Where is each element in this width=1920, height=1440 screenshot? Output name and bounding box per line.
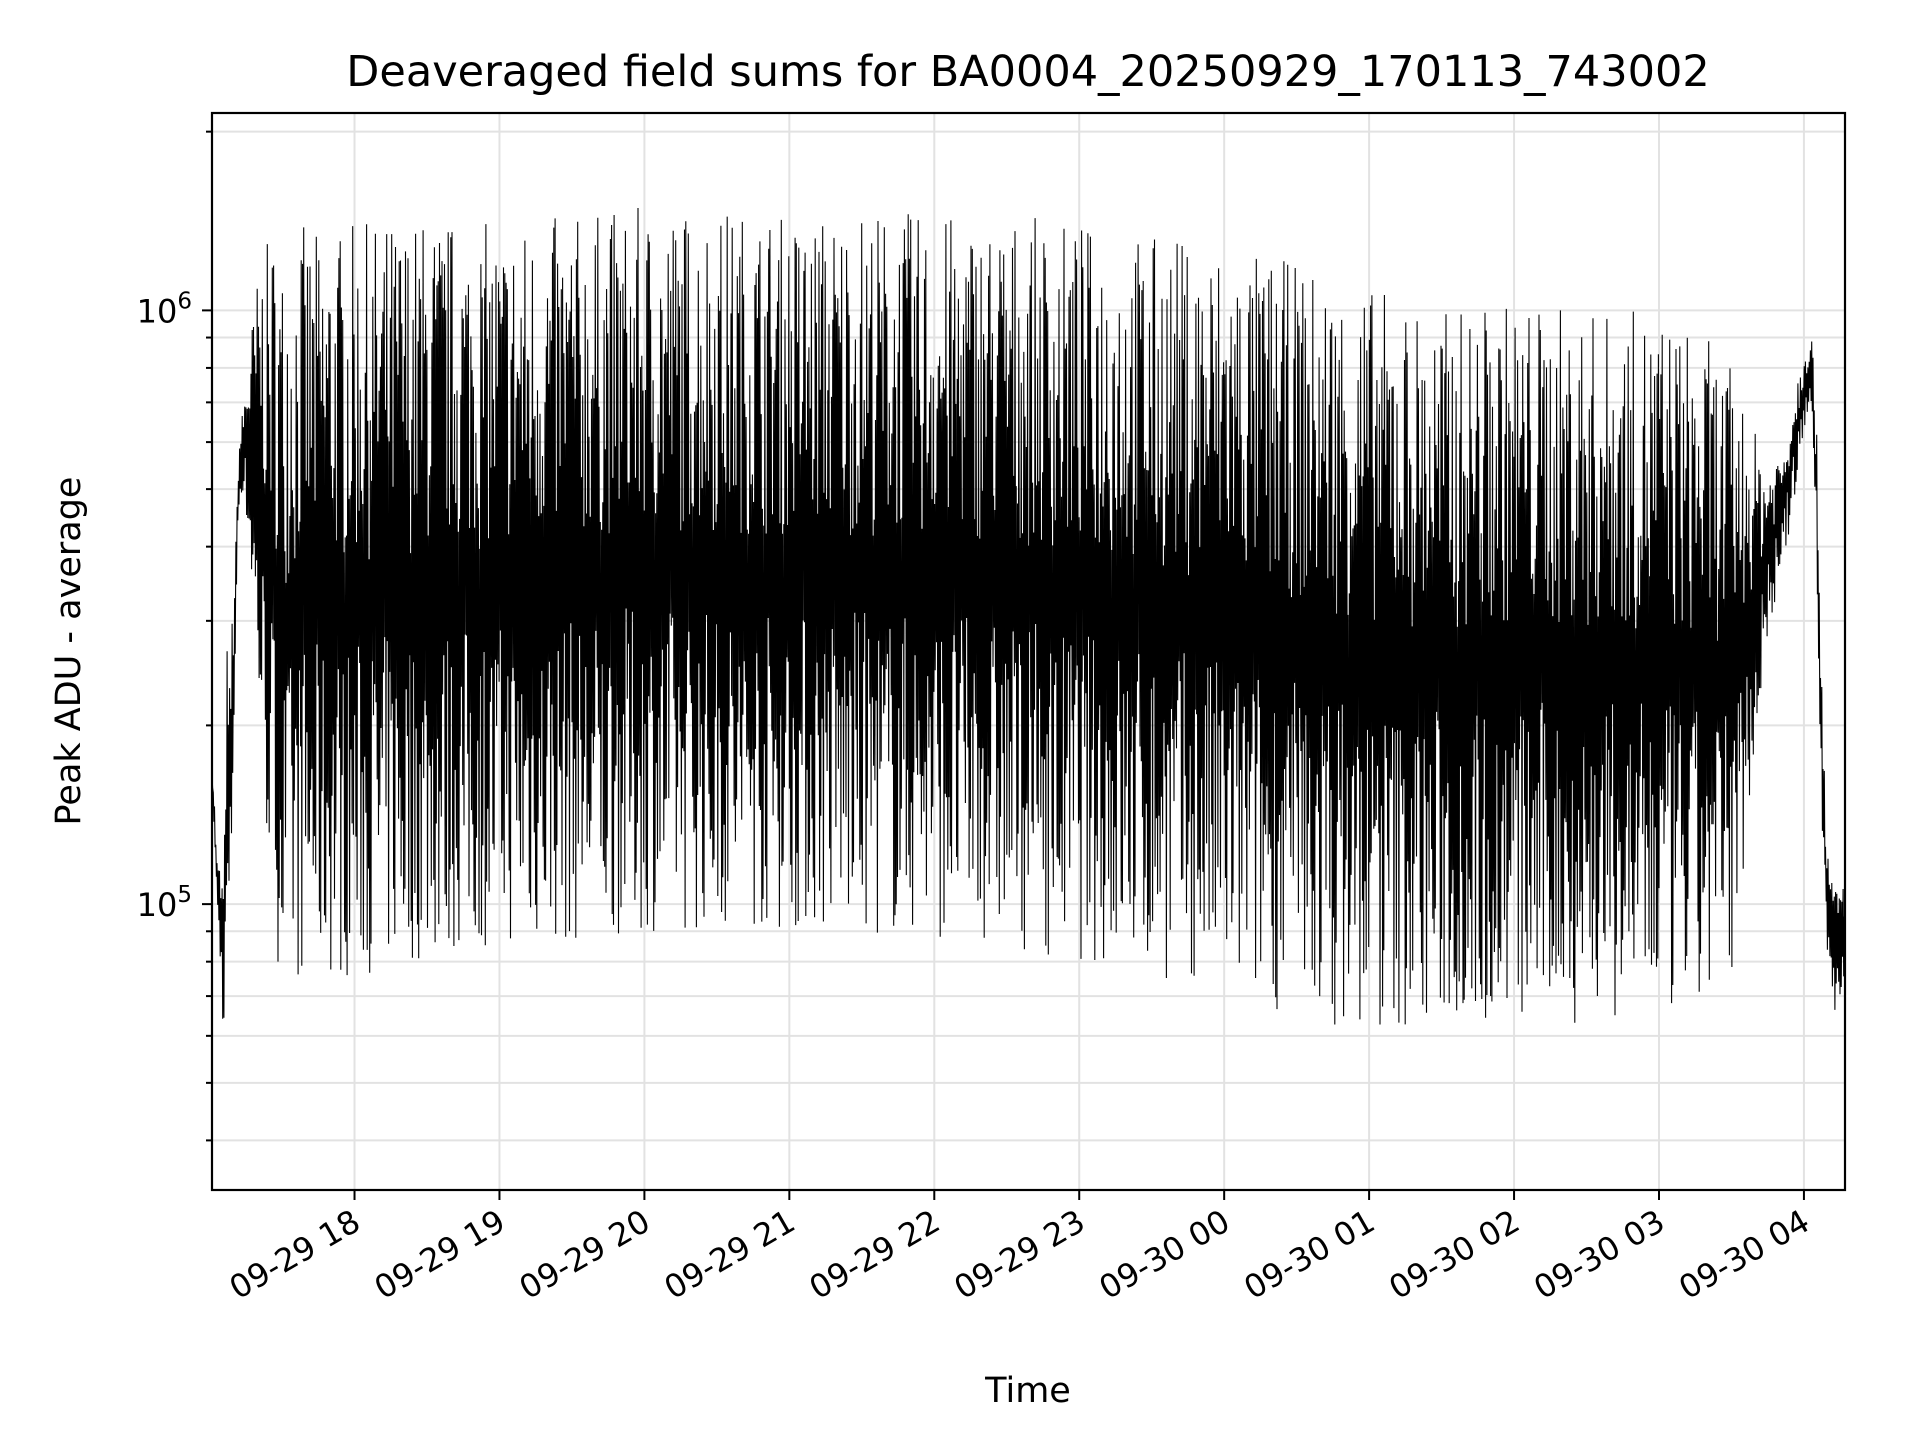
y-tick-label-exponent: 6 — [177, 288, 192, 314]
chart-title: Deaveraged field sums for BA0004_2025092… — [346, 47, 1709, 97]
y-tick-label: 106 — [137, 288, 192, 330]
y-tick-label-base: 10 — [137, 292, 178, 330]
y-tick-label: 105 — [137, 882, 192, 924]
y-tick-label-base: 10 — [137, 886, 178, 924]
x-axis-label: Time — [984, 1371, 1071, 1411]
plot-frame — [210, 111, 1847, 1192]
series-line — [211, 207, 1846, 1025]
y-axis-label: Peak ADU - average — [49, 477, 89, 826]
y-tick-label-exponent: 5 — [177, 882, 192, 908]
series-layer — [211, 207, 1846, 1025]
